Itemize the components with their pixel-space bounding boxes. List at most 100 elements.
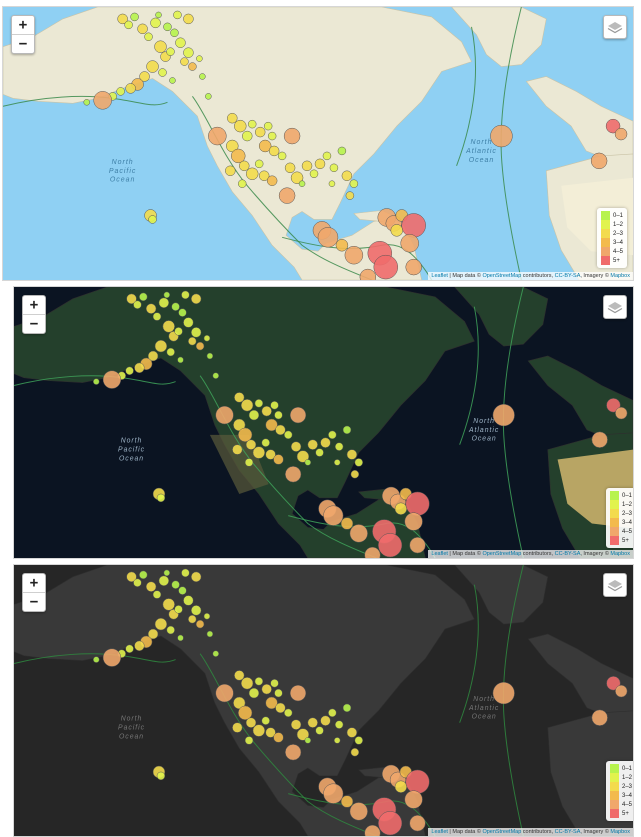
earthquake-marker[interactable]: [117, 13, 128, 25]
attribution-mapbox[interactable]: Mapbox: [610, 273, 630, 279]
earthquake-marker[interactable]: [152, 590, 162, 599]
earthquake-marker[interactable]: [268, 145, 280, 157]
earthquake-marker[interactable]: [248, 687, 260, 699]
earthquake-marker[interactable]: [215, 683, 234, 703]
earthquake-marker[interactable]: [93, 656, 100, 663]
earthquake-marker[interactable]: [359, 268, 377, 280]
zoom-out-button[interactable]: −: [12, 34, 34, 53]
earthquake-marker[interactable]: [244, 736, 254, 745]
earthquake-marker[interactable]: [139, 71, 150, 82]
earthquake-marker[interactable]: [340, 795, 354, 808]
earthquake-marker[interactable]: [206, 352, 214, 360]
earthquake-marker[interactable]: [590, 152, 608, 170]
earthquake-marker[interactable]: [270, 401, 279, 410]
earthquake-marker[interactable]: [125, 644, 134, 653]
earthquake-marker[interactable]: [166, 625, 175, 635]
earthquake-marker[interactable]: [158, 575, 169, 586]
earthquake-marker[interactable]: [591, 431, 608, 448]
earthquake-marker[interactable]: [267, 131, 277, 141]
earthquake-marker[interactable]: [405, 491, 430, 516]
earthquake-marker[interactable]: [93, 91, 112, 110]
earthquake-marker[interactable]: [238, 427, 253, 442]
earthquake-marker[interactable]: [329, 163, 339, 173]
attribution-mapbox[interactable]: Mapbox: [610, 551, 630, 557]
earthquake-marker[interactable]: [139, 292, 148, 302]
earthquake-marker[interactable]: [254, 677, 264, 686]
earthquake-marker[interactable]: [354, 736, 363, 745]
earthquake-marker[interactable]: [335, 442, 344, 451]
earthquake-marker[interactable]: [615, 684, 628, 698]
earthquake-marker[interactable]: [178, 586, 187, 595]
earthquake-marker[interactable]: [215, 405, 234, 425]
earthquake-marker[interactable]: [177, 634, 184, 642]
earthquake-marker[interactable]: [265, 727, 276, 738]
earthquake-marker[interactable]: [254, 126, 266, 138]
earthquake-marker[interactable]: [307, 717, 318, 728]
earthquake-marker[interactable]: [254, 159, 264, 169]
earthquake-marker[interactable]: [261, 683, 272, 695]
earthquake-marker[interactable]: [335, 720, 344, 729]
earthquake-marker[interactable]: [199, 73, 206, 80]
attribution-mapbox[interactable]: Mapbox: [610, 829, 630, 835]
earthquake-marker[interactable]: [208, 126, 227, 146]
earthquake-marker[interactable]: [320, 437, 331, 448]
earthquake-marker[interactable]: [247, 119, 257, 129]
earthquake-marker[interactable]: [615, 406, 628, 420]
earthquake-marker[interactable]: [234, 119, 247, 133]
earthquake-marker[interactable]: [337, 146, 347, 156]
zoom-out-button[interactable]: −: [23, 592, 45, 611]
earthquake-marker[interactable]: [490, 124, 513, 148]
earthquake-marker[interactable]: [191, 293, 202, 304]
earthquake-marker[interactable]: [263, 121, 273, 131]
earthquake-marker[interactable]: [349, 524, 368, 543]
earthquake-marker[interactable]: [307, 439, 318, 450]
earthquake-marker[interactable]: [203, 613, 211, 620]
map-panel-satellite[interactable]: North Pacific Ocean North Atlantic Ocean + − …: [13, 286, 634, 559]
earthquake-marker[interactable]: [304, 459, 312, 466]
layers-control-button[interactable]: [603, 295, 627, 319]
earthquake-marker[interactable]: [137, 23, 148, 35]
earthquake-marker[interactable]: [133, 300, 142, 309]
earthquake-marker[interactable]: [150, 17, 161, 29]
earthquake-marker[interactable]: [289, 406, 307, 424]
earthquake-marker[interactable]: [394, 780, 407, 793]
earthquake-marker[interactable]: [181, 568, 190, 578]
earthquake-marker[interactable]: [154, 339, 168, 353]
earthquake-marker[interactable]: [354, 458, 363, 467]
earthquake-marker[interactable]: [163, 22, 172, 32]
earthquake-marker[interactable]: [206, 630, 214, 638]
earthquake-marker[interactable]: [404, 790, 423, 809]
earthquake-marker[interactable]: [349, 179, 359, 188]
earthquake-marker[interactable]: [265, 449, 276, 460]
earthquake-marker[interactable]: [283, 127, 301, 145]
earthquake-marker[interactable]: [378, 811, 403, 836]
earthquake-marker[interactable]: [314, 158, 326, 170]
earthquake-marker[interactable]: [191, 571, 202, 582]
earthquake-marker[interactable]: [342, 425, 352, 435]
earthquake-marker[interactable]: [606, 676, 621, 691]
earthquake-marker[interactable]: [156, 771, 166, 781]
zoom-in-button[interactable]: +: [29, 297, 39, 313]
earthquake-marker[interactable]: [245, 717, 257, 728]
earthquake-marker[interactable]: [93, 378, 100, 385]
earthquake-marker[interactable]: [405, 769, 430, 794]
earthquake-marker[interactable]: [130, 12, 139, 22]
earthquake-marker[interactable]: [606, 398, 621, 413]
earthquake-marker[interactable]: [188, 337, 197, 346]
earthquake-marker[interactable]: [205, 93, 212, 100]
earthquake-marker[interactable]: [345, 191, 355, 200]
earthquake-marker[interactable]: [188, 62, 197, 71]
earthquake-marker[interactable]: [277, 151, 287, 161]
earthquake-marker[interactable]: [148, 215, 157, 224]
earthquake-marker[interactable]: [147, 628, 159, 640]
earthquake-marker[interactable]: [317, 227, 339, 248]
earthquake-marker[interactable]: [166, 47, 175, 56]
earthquake-marker[interactable]: [126, 571, 137, 582]
earthquake-marker[interactable]: [346, 727, 358, 738]
earthquake-marker[interactable]: [341, 170, 353, 181]
earthquake-marker[interactable]: [191, 327, 202, 338]
earthquake-marker[interactable]: [298, 180, 306, 187]
earthquake-marker[interactable]: [252, 446, 265, 459]
earthquake-marker[interactable]: [154, 617, 168, 631]
